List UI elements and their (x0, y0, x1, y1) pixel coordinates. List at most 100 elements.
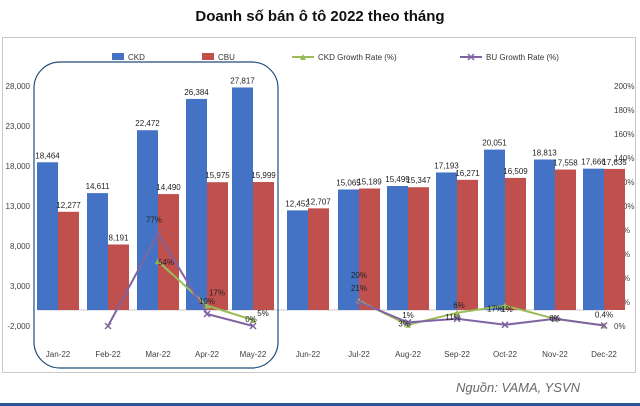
bar-label-cbu: 16,271 (455, 169, 480, 178)
x-tick-label: Aug-22 (395, 350, 421, 359)
bu-growth-line (358, 301, 605, 327)
source-note: Nguồn: VAMA, YSVN (455, 380, 580, 395)
line-data-label: 11% (445, 313, 460, 322)
bar-label-cbu: 15,189 (357, 177, 382, 186)
bu-growth-line (107, 231, 254, 327)
bar-cbu (408, 187, 429, 310)
bar-cbu (253, 182, 274, 310)
legend-cbu-swatch (202, 53, 214, 60)
x-tick-label: Jul-22 (348, 350, 370, 359)
bar-ckd (484, 149, 505, 310)
bottom-rule (0, 403, 640, 406)
line-data-label: 3% (398, 319, 410, 328)
bar-label-cbu: 12,277 (56, 201, 81, 210)
y-left-tick-label: 18,000 (6, 162, 31, 171)
bar-ckd (137, 130, 158, 310)
bar-cbu (555, 169, 576, 310)
line-data-label: 5% (257, 309, 269, 318)
chart-title: Doanh số bán ô tô 2022 theo tháng (195, 8, 445, 25)
x-tick-label: Feb-22 (95, 350, 121, 359)
bu-growth-marker (203, 310, 211, 318)
bar-label-ckd: 14,611 (86, 182, 110, 191)
bar-label-ckd: 18,813 (532, 148, 557, 157)
bar-ckd (387, 186, 408, 310)
ckd-growth-marker (405, 321, 411, 328)
line-data-label: 54% (158, 258, 174, 267)
bar-ckd (534, 159, 555, 310)
bu-growth-marker (404, 318, 412, 326)
bar-label-cbu: 16,509 (503, 167, 528, 176)
line-data-label: 0.4% (595, 311, 613, 320)
legend-ckd-growth-marker (300, 54, 306, 60)
x-tick-label: Oct-22 (493, 350, 518, 359)
line-data-label: 10% (199, 297, 215, 306)
bar-cbu (207, 182, 228, 310)
bar-cbu (457, 179, 478, 310)
x-tick-label: Jun-22 (296, 350, 321, 359)
ckd-growth-marker (502, 302, 508, 309)
legend-bu-growth-marker (467, 53, 475, 61)
line-data-label: 0% (245, 315, 257, 324)
ckd-growth-marker (155, 258, 161, 265)
y-right-tick-label: 140% (614, 154, 634, 163)
bu-growth-marker (551, 315, 559, 323)
x-tick-label: Apr-22 (195, 350, 220, 359)
bar-cbu (505, 177, 526, 310)
y-left-tick-label: 23,000 (6, 122, 31, 131)
legend-bu-growth-label: BU Growth Rate (%) (486, 53, 559, 62)
bar-label-ckd: 18,464 (35, 151, 60, 160)
bar-cbu (604, 168, 625, 310)
bar-label-cbu: 12,707 (306, 197, 331, 206)
bar-label-ckd: 17,193 (434, 161, 459, 170)
bu-growth-marker (104, 322, 112, 330)
bar-ckd (87, 193, 108, 310)
bu-growth-marker (355, 298, 363, 306)
line-data-label: 17% (209, 289, 225, 298)
y-left-tick-label: 3,000 (10, 282, 31, 291)
legend-cbu-label: CBU (218, 53, 235, 62)
ckd-growth-marker (250, 317, 256, 323)
bar-ckd (583, 168, 604, 310)
x-tick-label: Mar-22 (145, 350, 171, 359)
line-data-label: 20% (351, 271, 367, 280)
x-tick-label: Dec-22 (591, 350, 617, 359)
line-data-label: 21% (351, 284, 367, 293)
bu-growth-marker (249, 322, 257, 330)
line-data-label: 6% (453, 301, 465, 310)
bar-label-ckd: 15,499 (385, 175, 410, 184)
line-data-label: 17% (487, 305, 503, 314)
line-data-label: 77% (146, 216, 162, 225)
y-right-tick-label: 160% (614, 130, 634, 139)
y-left-tick-label: 8,000 (10, 242, 31, 251)
bar-label-ckd: 15,065 (336, 178, 361, 187)
bar-ckd (436, 172, 457, 310)
legend-ckd-swatch (112, 53, 124, 60)
bar-label-ckd: 22,472 (135, 119, 160, 128)
x-tick-label: Jan-22 (46, 350, 71, 359)
x-tick-label: Sep-22 (444, 350, 470, 359)
line-data-label: 1% (501, 305, 513, 314)
bar-label-cbu: 15,999 (251, 171, 276, 180)
y-left-tick-label: 13,000 (6, 202, 31, 211)
bar-ckd (37, 162, 58, 310)
y-left-tick-label: 28,000 (6, 82, 31, 91)
legend-ckd-growth-label: CKD Growth Rate (%) (318, 53, 397, 62)
bu-growth-marker (154, 230, 162, 238)
bu-growth-marker (501, 321, 509, 329)
bar-label-ckd: 20,051 (482, 139, 507, 148)
bar-ckd (338, 189, 359, 310)
bar-ckd (232, 87, 253, 311)
bar-ckd (186, 98, 207, 310)
bar-label-ckd: 26,384 (184, 88, 209, 97)
bar-cbu (359, 188, 380, 310)
bar-cbu (108, 244, 129, 310)
bu-growth-marker (453, 315, 461, 323)
bar-label-ckd: 27,817 (230, 76, 255, 85)
y-right-tick-label: 200% (614, 82, 634, 91)
ckd-growth-marker (204, 302, 210, 309)
y-left-tick-label: -2,000 (7, 322, 30, 331)
y-right-tick-label: 0% (614, 322, 626, 331)
bar-cbu (58, 211, 79, 310)
bar-label-cbu: 15,347 (406, 176, 431, 185)
